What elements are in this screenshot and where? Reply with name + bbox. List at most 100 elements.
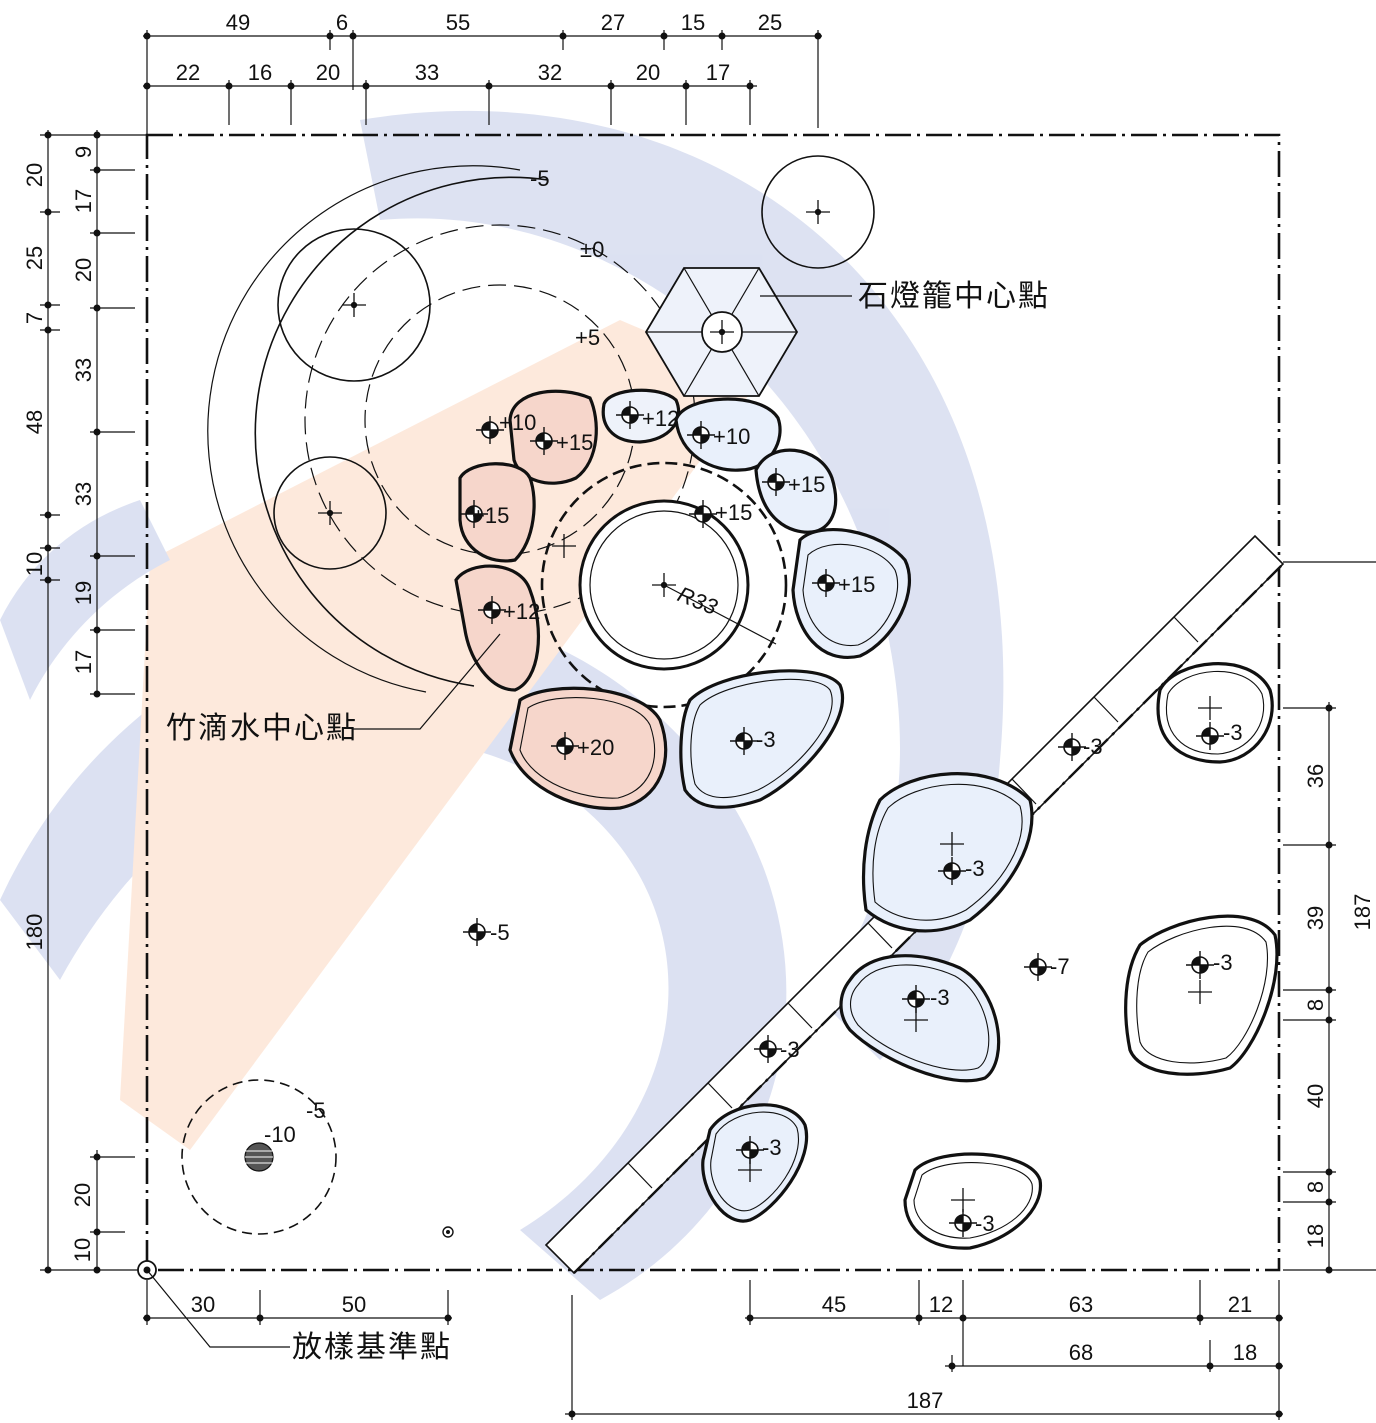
elev-e20: -3 (762, 1135, 782, 1160)
elev-e4: +10 (713, 424, 750, 449)
dim-b-187: 187 (907, 1388, 944, 1413)
elev-e21: -3 (975, 1211, 995, 1236)
elevation-marker (460, 500, 488, 528)
dim-li-19: 19 (71, 581, 96, 605)
dim-r-8: 8 (1303, 999, 1328, 1011)
dim-li-17b: 17 (71, 650, 96, 674)
basin-level-minus5: -5 (306, 1098, 326, 1123)
dim-r-18: 18 (1303, 1224, 1328, 1248)
dim-top2-32: 32 (538, 60, 562, 85)
dim-top2-20b: 20 (636, 60, 660, 85)
base-point-label: 放樣基準點 (292, 1330, 452, 1365)
elevation-marker (551, 732, 579, 760)
elevation-marker (730, 727, 758, 755)
bamboo-water-label: 竹滴水中心點 (166, 711, 358, 746)
dim-top1-55: 55 (446, 10, 470, 35)
elev-e11: -3 (756, 727, 776, 752)
dim-li-20: 20 (71, 258, 96, 282)
elevation-marker (754, 1035, 782, 1063)
elevation-marker (530, 427, 558, 455)
elev-e17: -3 (1213, 950, 1233, 975)
dim-top2-16: 16 (248, 60, 272, 85)
elevation-marker (689, 500, 717, 528)
watermark (0, 110, 1004, 1300)
dim-top2-22: 22 (176, 60, 200, 85)
dim-left-20: 20 (22, 163, 47, 187)
elevation-marker (1058, 733, 1086, 761)
elevation-marker (463, 918, 491, 946)
elevation-marker (687, 421, 715, 449)
elevation-marker (812, 569, 840, 597)
elev-e14: -3 (965, 856, 985, 881)
elevation-marker (1024, 953, 1052, 981)
elevation-marker (736, 1136, 764, 1164)
elev-e12: -3 (1083, 734, 1103, 759)
dimension-labels: 49 6 55 27 15 25 22 16 20 33 32 20 17 20… (22, 10, 1375, 1413)
dim-top1-49: 49 (226, 10, 250, 35)
center-crosses (318, 200, 1222, 1212)
stones-upper (454, 388, 911, 811)
elev-e2: +15 (556, 430, 593, 455)
tree-circles (273, 155, 875, 570)
dim-top2-17: 17 (706, 60, 730, 85)
elev-e16: -7 (1050, 954, 1070, 979)
dim-li-17: 17 (71, 189, 96, 213)
elev-e15: -5 (490, 920, 510, 945)
dim-top2-33: 33 (415, 60, 439, 85)
dim-b-21: 21 (1228, 1292, 1252, 1317)
elevation-labels: +10 +15 +12 +10 +15 +15 +15 +15 +12 +20 … (472, 406, 1243, 1236)
dim-r-39: 39 (1303, 906, 1328, 930)
dim-top1-15: 15 (681, 10, 705, 35)
lower-basin: -10 -5 (181, 1079, 454, 1238)
dim-b-68: 68 (1069, 1340, 1093, 1365)
stones-lower (701, 662, 1279, 1250)
elevation-marker (949, 1209, 977, 1237)
contour-label-plus5: +5 (575, 325, 600, 350)
dim-r-8b: 8 (1303, 1181, 1328, 1193)
dim-b-18: 18 (1233, 1340, 1257, 1365)
elevation-marker (902, 985, 930, 1013)
elev-e10: +20 (577, 735, 614, 760)
elev-e8: +15 (838, 572, 875, 597)
dim-left-25: 25 (22, 246, 47, 270)
site-boundary (145, 133, 1281, 1272)
basin-level-minus10: -10 (264, 1122, 296, 1147)
elev-e19: -3 (780, 1037, 800, 1062)
elev-e3: +12 (642, 406, 679, 431)
dim-left-10b: 10 (70, 1238, 95, 1262)
dimension-ticks (44, 32, 1333, 1418)
elevation-marker (476, 416, 504, 444)
dim-top1-27: 27 (601, 10, 625, 35)
dim-r-36: 36 (1303, 764, 1328, 788)
contour-label-0: ±0 (580, 237, 604, 262)
bamboo-leader (352, 633, 501, 730)
dim-top2-20: 20 (316, 60, 340, 85)
dim-r-187: 187 (1350, 894, 1375, 931)
elev-e5: +15 (788, 472, 825, 497)
dim-b-45: 45 (822, 1292, 846, 1317)
dim-li-33: 33 (71, 358, 96, 382)
dim-left-48: 48 (22, 410, 47, 434)
elev-e1: +10 (499, 410, 536, 435)
dim-li-9: 9 (71, 146, 96, 158)
dim-top1-25: 25 (758, 10, 782, 35)
dim-left-10: 10 (22, 552, 47, 576)
elevation-marker (938, 857, 966, 885)
dim-b-30: 30 (191, 1292, 215, 1317)
dim-li-20b: 20 (70, 1183, 95, 1207)
dim-left-180: 180 (22, 914, 47, 951)
dim-li-33b: 33 (71, 482, 96, 506)
dim-left-7: 7 (22, 312, 47, 324)
elevation-marker (762, 468, 790, 496)
elev-e13: -3 (1223, 720, 1243, 745)
elevation-marker (1186, 951, 1214, 979)
dim-b-12: 12 (929, 1292, 953, 1317)
elev-e7: +15 (715, 500, 752, 525)
elevation-marker (478, 596, 506, 624)
elevation-marker (616, 401, 644, 429)
dim-r-40: 40 (1303, 1084, 1328, 1108)
elev-e9: +12 (503, 599, 540, 624)
elev-e6: +15 (472, 503, 509, 528)
elevation-marker (1196, 722, 1224, 750)
